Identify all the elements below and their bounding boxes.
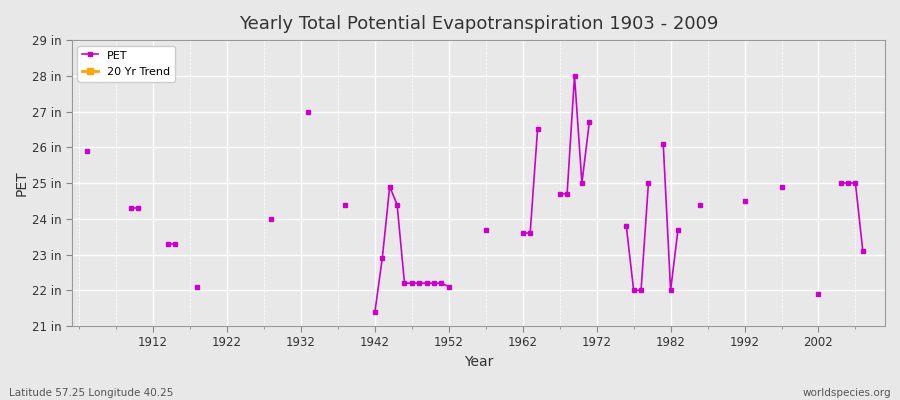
Legend: PET, 20 Yr Trend: PET, 20 Yr Trend	[77, 46, 175, 82]
Text: worldspecies.org: worldspecies.org	[803, 388, 891, 398]
Y-axis label: PET: PET	[15, 170, 29, 196]
X-axis label: Year: Year	[464, 355, 493, 369]
Title: Yearly Total Potential Evapotranspiration 1903 - 2009: Yearly Total Potential Evapotranspiratio…	[238, 15, 718, 33]
Text: Latitude 57.25 Longitude 40.25: Latitude 57.25 Longitude 40.25	[9, 388, 174, 398]
